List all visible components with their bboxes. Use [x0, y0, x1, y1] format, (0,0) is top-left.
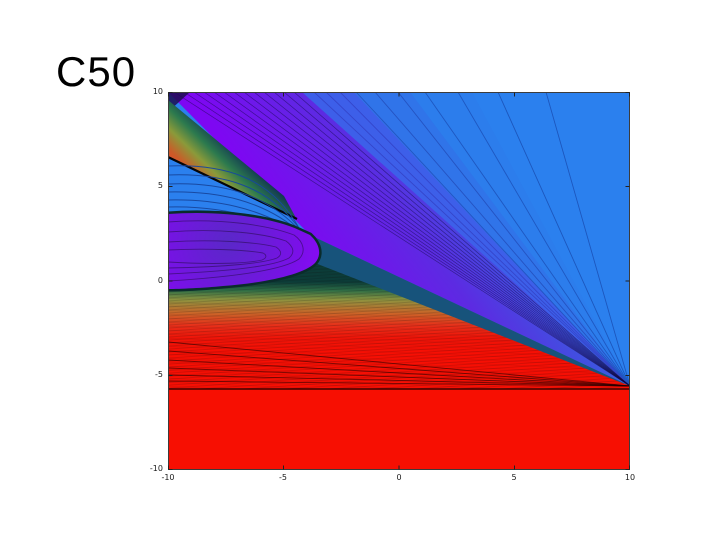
y-tick-label-10: 10 — [152, 87, 163, 96]
x-tick-label-neg10: -10 — [161, 473, 175, 482]
blob-contour-arcs — [168, 220, 304, 282]
x-tick-label-10: 10 — [624, 473, 636, 482]
violet-swath-region — [168, 92, 630, 387]
violet-tongue-blob — [168, 210, 322, 292]
blue-zone-contour-lines — [313, 92, 630, 387]
teal-transition-wedge — [310, 235, 630, 386]
page-title: C50 — [56, 48, 137, 95]
band-black-edge — [168, 156, 298, 220]
contour-plot-canvas — [168, 92, 630, 470]
axes-frame — [168, 92, 630, 470]
red-plateau-region — [168, 388, 630, 470]
x-tick-label-5: 5 — [511, 473, 517, 482]
axis-tick-marks — [168, 92, 630, 470]
contour-figure — [168, 92, 630, 470]
x-tick-label-neg5: -5 — [279, 473, 287, 482]
y-tick-label-0: 0 — [157, 276, 163, 285]
swath-contour-lines — [173, 92, 630, 387]
y-tick-label-neg5: -5 — [155, 370, 163, 379]
red-zone-contour-lines — [168, 341, 630, 387]
x-tick-label-0: 0 — [396, 473, 402, 482]
y-tick-label-neg10: -10 — [149, 464, 163, 473]
y-tick-label-5: 5 — [157, 181, 163, 190]
